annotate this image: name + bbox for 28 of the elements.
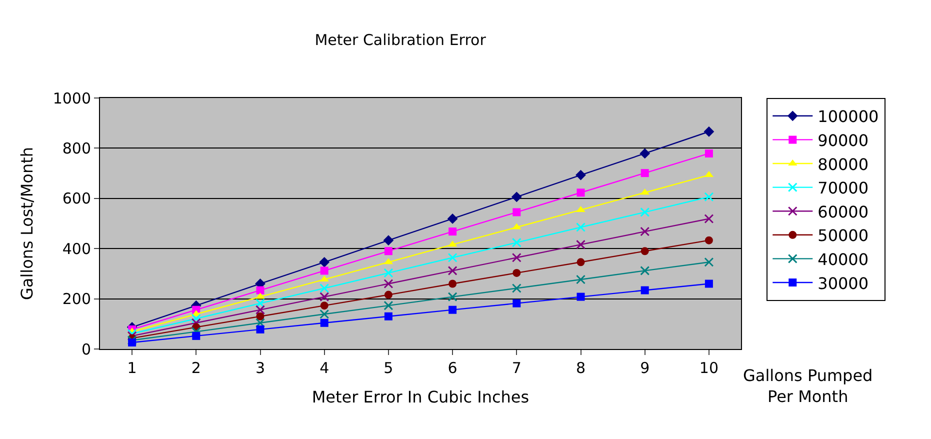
legend-label: 70000 [818, 178, 869, 198]
x-tick-label: 4 [320, 359, 330, 377]
legend-label: 90000 [818, 130, 869, 150]
x-tick-label: 9 [640, 359, 650, 377]
legend-label: 100000 [818, 107, 879, 126]
legend-label: 40000 [818, 250, 869, 269]
x-tick-label: 5 [384, 359, 394, 377]
chart-title: Meter Calibration Error [314, 30, 487, 49]
y-tick-label: 600 [62, 190, 91, 208]
y-axis-title: Gallons Lost/Month [18, 146, 37, 300]
legend-label: 80000 [818, 154, 869, 174]
y-tick-label: 200 [62, 290, 91, 308]
y-tick-label: 1000 [52, 89, 91, 108]
legend-title: Gallons Pumped Per Month [743, 366, 873, 406]
legend-label: 50000 [818, 226, 869, 246]
x-tick-label: 2 [191, 359, 201, 377]
legend-label: 30000 [818, 274, 869, 293]
x-tick-label: 7 [512, 359, 522, 377]
x-tick-label: 8 [576, 359, 586, 377]
x-tick-label: 6 [448, 359, 458, 377]
y-tick-label: 0 [81, 340, 91, 358]
legend-label: 60000 [818, 202, 869, 222]
x-tick-label: 10 [699, 359, 718, 377]
x-tick-label: 1 [127, 359, 137, 377]
x-tick-label: 3 [255, 359, 266, 377]
y-tick-label: 400 [62, 240, 91, 258]
y-tick-label: 800 [62, 139, 91, 158]
x-axis-title: Meter Error In Cubic Inches [312, 388, 530, 407]
